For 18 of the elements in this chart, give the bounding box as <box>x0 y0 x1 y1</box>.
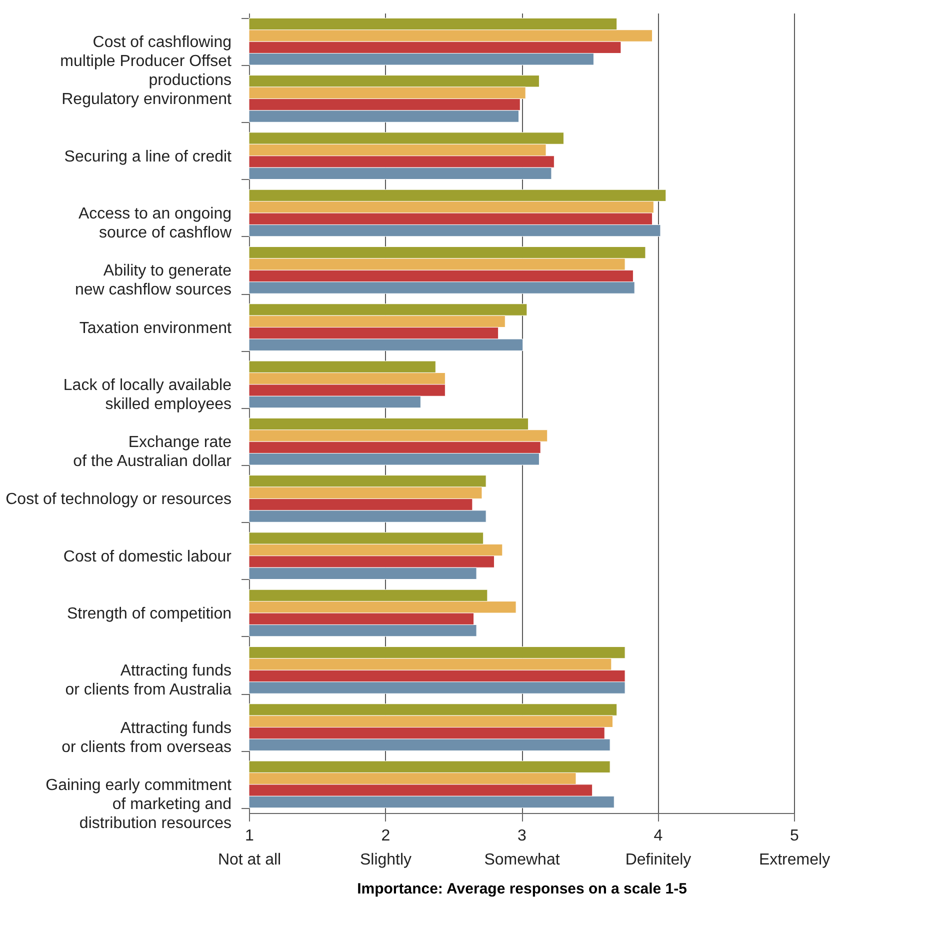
y-tick-label: Cost of domestic labour <box>63 548 232 566</box>
x-tick-label: 5 Extremely <box>758 828 830 868</box>
y-tick-label: Taxation environment <box>79 320 232 337</box>
y-tick-label: Attracting funds or clients from overseas <box>62 720 232 756</box>
x-tick-label: 3 Somewhat <box>484 828 560 868</box>
y-tick-label: Access to an ongoing source of cashflow <box>78 206 232 242</box>
x-tick-label: 4 Definitely <box>625 828 692 868</box>
y-tick-label: Lack of locally available skilled employees <box>63 376 232 413</box>
y-tick-label: Securing a line of credit <box>64 148 232 166</box>
y-tick-label: Ability to generate new cashflow sources <box>74 262 232 299</box>
y-tick-label: Regulatory environment <box>62 91 232 108</box>
y-tick-label: Cost of technology or resources <box>6 491 232 508</box>
x-tick-label: 2 Slightly <box>360 828 412 868</box>
y-tick-label: Exchange rate of the Australian dollar <box>73 434 232 470</box>
y-tick-label: Cost of cashflowing multiple Producer Offset productions <box>60 34 232 90</box>
y-tick-label: Attracting funds or clients from Australia <box>65 662 232 699</box>
x-axis-title: Importance: Average responses on a scale 1-5 <box>357 880 687 898</box>
y-tick-label: Strength of competition <box>66 606 232 622</box>
